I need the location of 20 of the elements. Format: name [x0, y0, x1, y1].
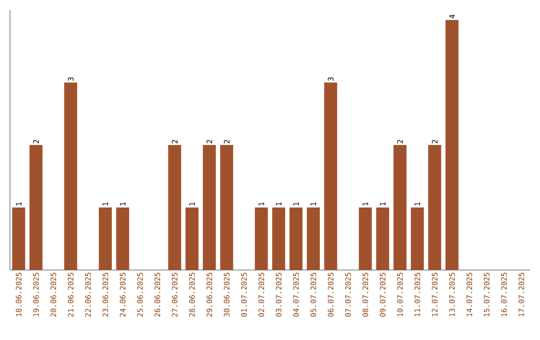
- bar: [202, 144, 216, 270]
- bar: [428, 144, 442, 270]
- bar: [98, 208, 112, 270]
- bar: [410, 208, 424, 270]
- bar: [306, 208, 320, 270]
- bar: [220, 144, 234, 270]
- bar: [376, 208, 390, 270]
- bar: [116, 208, 130, 270]
- bar: [272, 208, 286, 270]
- bar: [186, 208, 198, 270]
- bar: [64, 82, 78, 270]
- bar: [394, 144, 407, 270]
- bar: [168, 144, 182, 270]
- bar: [324, 82, 338, 270]
- bar: [30, 144, 42, 270]
- bar: [446, 20, 459, 270]
- bar: [254, 208, 268, 270]
- bar: [290, 208, 302, 270]
- bar: [12, 208, 26, 270]
- bar: [358, 208, 372, 270]
